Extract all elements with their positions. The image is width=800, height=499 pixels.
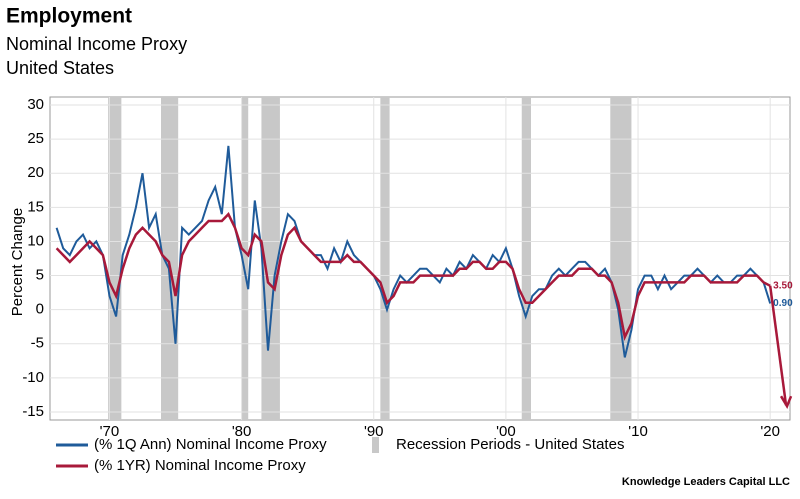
end-label: 3.50 xyxy=(773,280,793,291)
y-tick-label: -10 xyxy=(22,369,44,386)
end-label: 0.90 xyxy=(773,298,793,309)
y-tick-label: -15 xyxy=(22,403,44,420)
recession-band xyxy=(380,97,390,420)
projection-arrow xyxy=(768,285,788,406)
chart-title: Employment xyxy=(6,5,132,28)
y-tick-label: 10 xyxy=(27,232,44,249)
legend-label: (% 1Q Ann) Nominal Income Proxy xyxy=(94,436,327,453)
x-tick-label: '70 xyxy=(100,423,120,440)
recession-band xyxy=(108,97,122,420)
x-tick-label: '80 xyxy=(232,423,252,440)
recession-band xyxy=(610,97,632,420)
y-tick-label: 0 xyxy=(36,301,44,318)
arrow-head xyxy=(779,395,793,409)
source: Knowledge Leaders Capital LLC xyxy=(622,476,790,488)
recession-band xyxy=(161,97,179,420)
series-line xyxy=(55,145,772,358)
chart-subtitle: United States xyxy=(6,58,114,78)
x-tick-label: '20 xyxy=(760,423,780,440)
recession-band xyxy=(261,97,280,420)
x-tick-label: '90 xyxy=(364,423,384,440)
y-tick-label: 20 xyxy=(27,164,44,181)
y-axis-label: Percent Change xyxy=(9,208,26,316)
y-tick-label: 5 xyxy=(36,267,44,284)
x-tick-label: '10 xyxy=(628,423,648,440)
recession-band xyxy=(241,97,249,420)
y-tick-label: -5 xyxy=(31,335,44,352)
recession-band xyxy=(521,97,531,420)
series-line xyxy=(55,212,771,341)
y-tick-label: 15 xyxy=(27,198,44,215)
x-tick-label: '00 xyxy=(496,423,516,440)
y-tick-label: 25 xyxy=(27,130,44,147)
chart-subtitle: Nominal Income Proxy xyxy=(6,34,187,54)
y-tick-label: 30 xyxy=(27,96,44,113)
legend-swatch xyxy=(372,437,379,453)
legend-label: (% 1YR) Nominal Income Proxy xyxy=(94,457,306,474)
legend-label: Recession Periods - United States xyxy=(396,436,624,453)
